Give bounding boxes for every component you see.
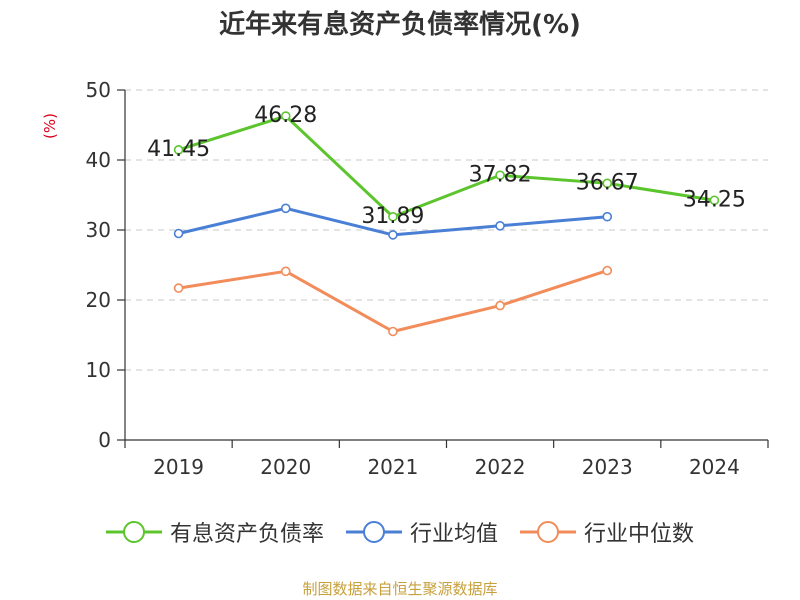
legend-item-2: 行业中位数 <box>520 516 694 548</box>
series-0-group: 41.45 46.28 31.89 37.82 36.67 34.25 <box>147 103 746 229</box>
series-1-group <box>173 203 613 240</box>
legend-marker <box>537 521 559 543</box>
legend-symbol <box>105 521 162 543</box>
x-tick-label: 2019 <box>153 455 204 479</box>
legend-item-0: 有息资产负债率 <box>105 516 324 548</box>
series-1-point <box>495 221 505 231</box>
data-label: 41.45 <box>147 137 210 162</box>
y-tick-label: 40 <box>86 148 111 172</box>
x-tick-label: 2024 <box>689 455 740 479</box>
series-0-point <box>173 145 184 155</box>
y-tick-label: 20 <box>86 288 111 312</box>
legend-symbol <box>520 521 576 543</box>
data-label: 46.28 <box>254 103 317 128</box>
series-1-point <box>173 228 184 239</box>
legend-symbol <box>345 521 402 543</box>
series-0-point <box>495 170 505 181</box>
x-tick-label: 2023 <box>582 455 633 479</box>
x-tick-label: 2022 <box>475 455 526 479</box>
legend-label: 行业均值 <box>409 522 498 547</box>
series-0-point <box>602 178 613 189</box>
series-2-group <box>173 265 613 337</box>
y-tick-label: 10 <box>86 358 111 382</box>
series-2-point <box>495 300 505 311</box>
legend-marker <box>362 521 385 543</box>
chart-title: 近年来有息资产负债率情况(%) <box>219 10 581 40</box>
x-tick-label: 2020 <box>260 455 311 479</box>
series-2-point <box>388 326 398 337</box>
series-2-point <box>280 266 291 277</box>
y-tick-label: 0 <box>98 428 111 452</box>
series-0-point <box>709 195 720 206</box>
legend-label: 有息资产负债率 <box>169 522 324 547</box>
y-tick-label: 30 <box>86 218 111 242</box>
series-0-point <box>280 111 291 121</box>
data-label: 34.25 <box>683 187 746 212</box>
series-1-point <box>602 211 613 222</box>
data-label: 31.89 <box>361 204 424 229</box>
data-label: 36.67 <box>576 170 639 195</box>
y-tick-label: 50 <box>86 78 111 102</box>
series-1-point <box>388 230 398 240</box>
source-note: 制图数据来自恒生聚源数据库 <box>302 580 498 598</box>
series-2-line <box>178 269 608 333</box>
series-0-line <box>178 114 715 219</box>
legend: 有息资产负债率 行业均值 行业中位数 <box>0 516 800 548</box>
legend-marker <box>122 521 145 543</box>
legend-item-1: 行业均值 <box>345 516 498 548</box>
legend-label: 行业中位数 <box>584 522 695 547</box>
series-1-point <box>280 203 291 214</box>
data-label: 37.82 <box>469 162 532 187</box>
series-2-point <box>602 265 613 276</box>
series-0-point <box>388 211 398 222</box>
x-tick-label: 2021 <box>367 455 418 479</box>
series-2-point <box>173 283 184 293</box>
